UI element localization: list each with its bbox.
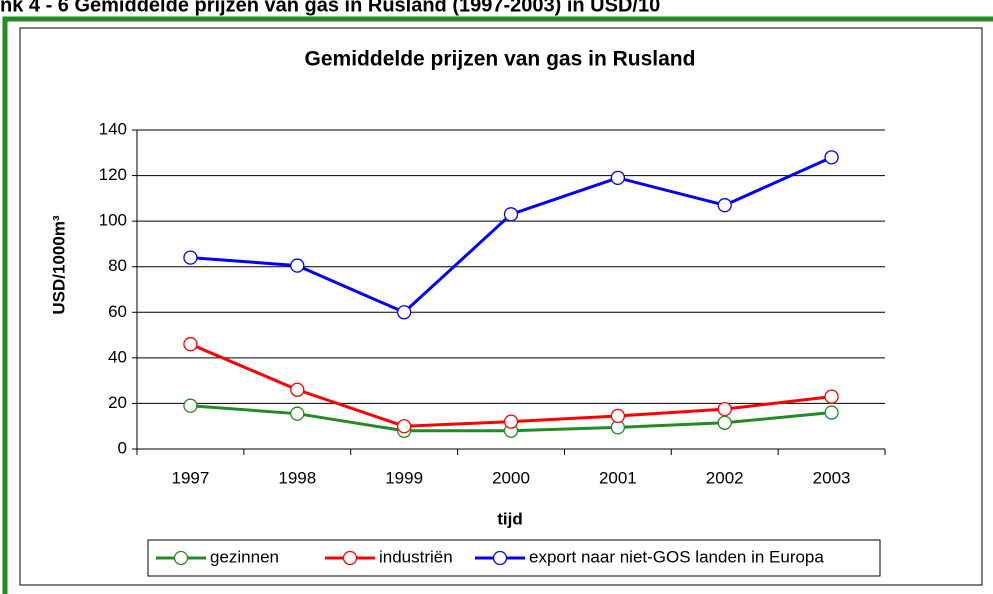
data-point [183,250,198,265]
x-tick-label: 1998 [278,468,316,487]
x-tick-label: 2001 [599,468,637,487]
chart-area [19,27,983,586]
x-tick-label: 2002 [706,468,744,487]
page-heading: nk 4 - 6 Gemiddelde prijzen van gas in R… [0,0,660,16]
data-point [610,170,626,186]
y-tick-label: 60 [108,302,127,321]
data-point [396,419,412,434]
data-point [717,415,732,430]
data-point [183,398,198,413]
data-point [610,408,626,424]
data-point [290,406,305,421]
data-point [824,405,839,420]
x-tick-label: 2000 [492,468,530,487]
data-point [503,414,519,429]
y-tick-label: 40 [108,347,127,366]
x-axis-label: tijd [497,509,523,528]
data-point [290,258,305,273]
legend-label: industriën [379,547,453,566]
legend-label: export naar niet-GOS landen in Europa [529,547,824,566]
data-point [290,382,305,397]
x-tick-label: 2003 [813,468,851,487]
data-point [717,198,732,213]
y-tick-label: 120 [99,165,127,184]
y-tick-label: 20 [108,393,127,412]
legend-marker [492,550,508,566]
y-tick-label: 80 [108,256,127,275]
y-tick-label: 140 [99,119,127,138]
y-tick-label: 0 [118,438,127,457]
data-point [396,305,412,320]
y-axis-label: USD/1000m³ [49,215,68,315]
data-point [824,389,839,404]
legend-marker [342,550,358,566]
x-tick-label: 1999 [385,468,423,487]
y-tick-label: 100 [99,211,127,230]
data-point [824,150,839,165]
legend-label: gezinnen [210,547,279,566]
chart-title: Gemiddelde prijzen van gas in Rusland [305,48,696,71]
data-point [717,401,732,417]
data-point [503,207,519,222]
frame [2,16,993,594]
x-tick-label: 1997 [172,468,210,487]
legend-marker [173,550,189,566]
data-point [183,337,198,352]
